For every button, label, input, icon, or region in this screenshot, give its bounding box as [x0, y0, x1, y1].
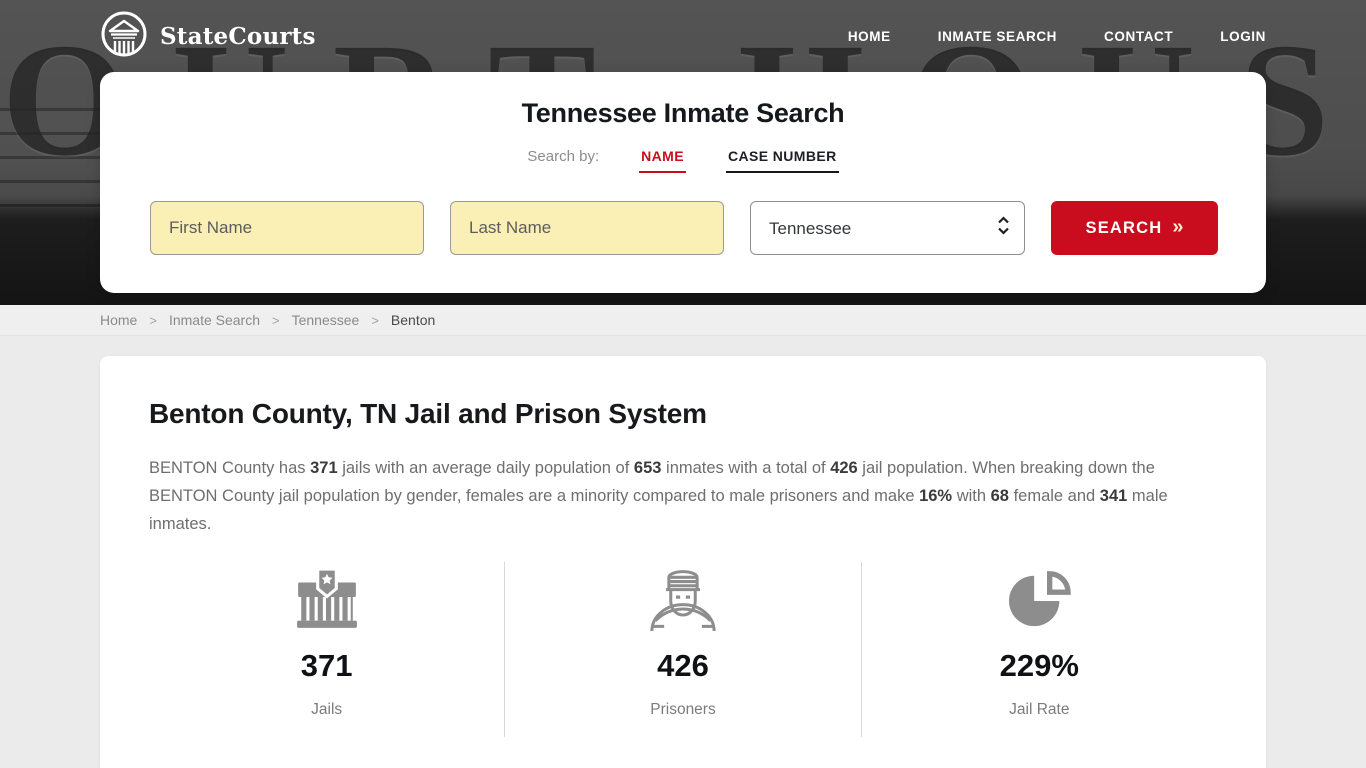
search-form: Tennessee SEARCH » [100, 201, 1266, 255]
stat-jail-rate: 229% Jail Rate [860, 562, 1217, 737]
search-by-tabs: Search by: NAME CASE NUMBER [100, 146, 1266, 176]
brand-name: StateCourts [160, 22, 316, 50]
breadcrumb-inmate-search[interactable]: Inmate Search [168, 312, 261, 328]
breadcrumb-separator-icon: > [149, 312, 157, 328]
breadcrumb-separator-icon: > [371, 312, 379, 328]
page-title: Benton County, TN Jail and Prison System [149, 398, 707, 429]
stat-value-prisoners: 426 [657, 648, 709, 683]
last-name-input[interactable] [450, 201, 724, 255]
inmate-search-panel: Tennessee Inmate Search Search by: NAME … [100, 72, 1266, 293]
breadcrumb-separator-icon: > [272, 312, 280, 328]
courthouse-logo-icon [100, 10, 148, 63]
search-by-label: Search by: [527, 148, 600, 165]
breadcrumb-bar: Home > Inmate Search > Tennessee > Bento… [0, 305, 1366, 336]
county-summary-paragraph: BENTON County has 371 jails with an aver… [149, 459, 1168, 533]
stat-jails: 371 Jails [149, 562, 504, 737]
brand-logo[interactable]: StateCourts [100, 10, 316, 63]
stat-value-jail-rate: 229% [999, 648, 1079, 683]
stat-label-jails: Jails [311, 701, 343, 718]
stat-label-jail-rate: Jail Rate [1009, 701, 1070, 718]
state-select[interactable]: Tennessee [750, 201, 1025, 255]
top-bar: StateCourts HOME INMATE SEARCH CONTACT L… [0, 0, 1366, 72]
jail-building-icon [149, 564, 504, 634]
stat-value-jails: 371 [300, 648, 353, 683]
county-info-card: Benton County, TN Jail and Prison System… [100, 356, 1266, 768]
tab-search-by-name[interactable]: NAME [639, 146, 686, 173]
nav-inmate-search[interactable]: INMATE SEARCH [937, 28, 1058, 44]
prisoner-icon [505, 564, 860, 634]
nav-home[interactable]: HOME [847, 28, 891, 44]
stat-label-prisoners: Prisoners [650, 701, 716, 718]
hero-header: COURT·HOUSE StateCourt [0, 0, 1366, 305]
search-button[interactable]: SEARCH » [1051, 201, 1218, 255]
main-content: Benton County, TN Jail and Prison System… [0, 336, 1366, 768]
state-select-wrap: Tennessee [750, 201, 1025, 255]
breadcrumb: Home > Inmate Search > Tennessee > Bento… [100, 312, 435, 328]
main-nav: HOME INMATE SEARCH CONTACT LOGIN [848, 29, 1266, 44]
pie-chart-icon [862, 564, 1217, 634]
double-chevron-icon: » [1172, 215, 1184, 238]
breadcrumb-tennessee[interactable]: Tennessee [291, 312, 360, 328]
county-stats-row: 371 Jails [149, 562, 1217, 737]
first-name-input[interactable] [150, 201, 424, 255]
search-button-label: SEARCH [1085, 218, 1163, 237]
tab-search-by-case-number[interactable]: CASE NUMBER [725, 146, 839, 173]
search-panel-title: Tennessee Inmate Search [521, 98, 845, 128]
breadcrumb-home[interactable]: Home [100, 312, 138, 328]
nav-contact[interactable]: CONTACT [1104, 28, 1174, 44]
stat-prisoners: 426 Prisoners [504, 562, 860, 737]
breadcrumb-current-benton: Benton [390, 312, 436, 328]
nav-login[interactable]: LOGIN [1220, 28, 1266, 44]
